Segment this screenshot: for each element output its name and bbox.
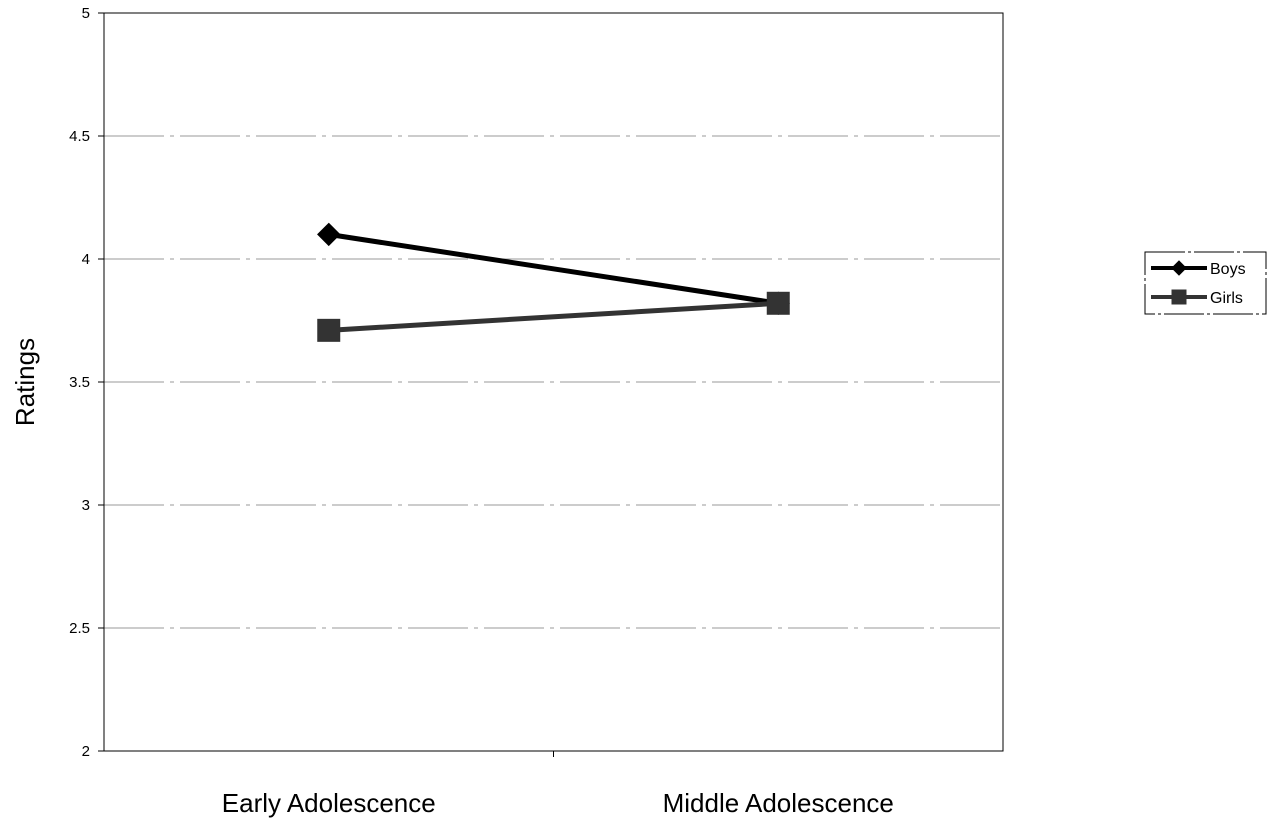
y-tick-label: 4 [82,251,90,268]
legend-item-boys: Boys [1151,260,1246,278]
y-tick-label: 2.5 [69,620,90,637]
legend: Boys Girls [1144,251,1267,315]
diamond-marker [1171,260,1187,276]
y-axis-title: Ratings [10,338,40,426]
series-group [317,222,790,342]
legend-item-girls: Girls [1151,289,1243,307]
gridlines [104,135,1003,629]
y-tick-label: 5 [82,5,90,22]
x-category-label: Early Adolescence [222,788,436,818]
y-tick-label: 3 [82,497,90,514]
y-tick-label: 4.5 [69,128,90,145]
y-tick-label: 3.5 [69,374,90,391]
series-line [328,300,779,333]
legend-label: Boys [1210,261,1246,278]
y-tick-label: 2 [82,743,90,760]
y-axis: 2 2.5 3 3.5 4 4.5 5 [69,5,104,760]
diamond-marker [317,222,341,247]
x-category-label: Middle Adolescence [663,788,894,818]
square-marker [766,291,790,315]
legend-box [1144,251,1267,315]
square-marker [1171,289,1187,305]
legend-label: Girls [1210,290,1243,307]
series-boys [317,222,790,315]
series-line [328,231,779,306]
square-marker [317,318,341,342]
series-girls [317,291,790,342]
x-axis: Early Adolescence Middle Adolescence [222,751,894,818]
